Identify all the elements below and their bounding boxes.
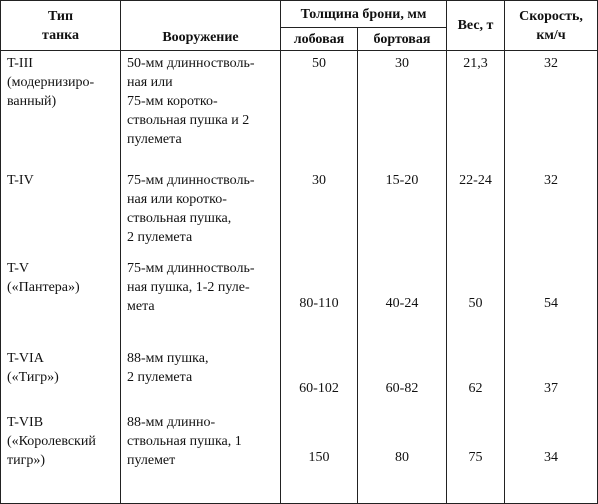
table-row: T-IV 75-мм длинностволь-ная или коротко-с… <box>0 167 598 259</box>
weight: 21,3 <box>446 50 506 168</box>
armament-line: 2 пулемета <box>127 369 193 385</box>
type-line: T-IV <box>7 172 34 188</box>
armament-line: 2 пулемета <box>127 229 193 245</box>
header-armor: Толщина брони, мм <box>279 0 448 28</box>
table-body: T-III (модернизиро-ванный) 50-мм длинноств… <box>0 50 598 504</box>
type-line: T-VIB <box>7 414 44 430</box>
header-speed: Скорость, км/ч <box>504 0 598 51</box>
armament-line: пулемет <box>127 452 176 468</box>
tank-type: T-V («Пантера») <box>0 258 121 349</box>
type-line: T-III <box>7 56 33 71</box>
front: 30 <box>280 167 358 259</box>
armament-line: 88-мм длинно- <box>127 414 216 430</box>
side: 30 <box>356 50 448 168</box>
armament-line: 75-мм длинностволь- <box>127 172 255 188</box>
armament-line: ствольная пушка, <box>127 210 232 226</box>
armament-line: 88-мм пушка, <box>127 350 209 366</box>
tank-type: T-III (модернизиро-ванный) <box>0 50 121 168</box>
type-line: T-VIA <box>7 350 44 366</box>
header-text: Тип <box>47 8 74 24</box>
speed: 32 <box>504 50 598 168</box>
armament-line: ная или коротко- <box>127 191 227 207</box>
type-line: тигр») <box>7 452 46 468</box>
armament-line: 50-мм длинностволь- <box>127 56 255 71</box>
tank-type: T-VIA («Тигр») <box>0 348 121 413</box>
type-line: ванный) <box>7 94 57 109</box>
armament-line: пулемета <box>127 132 182 147</box>
type-line: («Тигр») <box>7 369 59 385</box>
speed: 54 <box>504 258 598 349</box>
armament-line: мета <box>127 298 155 314</box>
table-row: T-VIB («Королевский тигр») 88-мм длинно-ств… <box>0 412 598 504</box>
header-armament: Вооружение <box>120 0 281 51</box>
type-line: («Пантера») <box>7 279 80 295</box>
type-line: T-V <box>7 260 30 276</box>
armament-line: ствольная пушка, 1 <box>127 433 242 449</box>
armament: 50-мм длинностволь-ная или 75-мм коротко-… <box>120 50 281 168</box>
armament-line: ная пушка, 1-2 пуле- <box>127 279 250 295</box>
type-line: («Королевский <box>7 433 96 449</box>
header-side: бортовая <box>356 27 448 51</box>
header-text: км/ч <box>536 27 566 43</box>
side: 40-24 <box>356 258 448 349</box>
type-line: (модернизиро- <box>7 75 95 90</box>
tank-type: T-VIB («Королевский тигр») <box>0 412 121 504</box>
armament: 88-мм длинно-ствольная пушка, 1 пулемет <box>120 412 281 504</box>
table-row: T-III (модернизиро-ванный) 50-мм длинноств… <box>0 50 598 168</box>
header-text: танка <box>42 27 79 43</box>
speed: 32 <box>504 167 598 259</box>
armament-line: 75-мм коротко- <box>127 94 218 109</box>
front: 50 <box>280 50 358 168</box>
weight: 62 <box>446 348 506 413</box>
speed: 37 <box>504 348 598 413</box>
header-type: Тип танка <box>0 0 121 51</box>
side: 15-20 <box>356 167 448 259</box>
side: 60-82 <box>356 348 448 413</box>
armament-line: ствольная пушка и 2 <box>127 113 250 128</box>
table-row: T-VIA («Тигр») 88-мм пушка, 2 пулемета 60-10… <box>0 348 598 413</box>
armament-line: ная или <box>127 75 173 90</box>
weight: 75 <box>446 412 506 504</box>
table-row: T-V («Пантера») 75-мм длинностволь-ная пуш… <box>0 258 598 349</box>
header-front: лобовая <box>280 27 358 51</box>
front: 150 <box>280 412 358 504</box>
header-text: Скорость, <box>519 8 583 24</box>
armament: 75-мм длинностволь-ная пушка, 1-2 пуле-м… <box>120 258 281 349</box>
armament-line: 75-мм длинностволь- <box>127 260 255 276</box>
tank-type: T-IV <box>0 167 121 259</box>
header-weight: Вес, т <box>446 0 506 51</box>
speed: 34 <box>504 412 598 504</box>
armament: 88-мм пушка, 2 пулемета <box>120 348 281 413</box>
front: 80-110 <box>280 258 358 349</box>
side: 80 <box>356 412 448 504</box>
armament: 75-мм длинностволь-ная или коротко-ствол… <box>120 167 281 259</box>
weight: 22-24 <box>446 167 506 259</box>
weight: 50 <box>446 258 506 349</box>
front: 60-102 <box>280 348 358 413</box>
